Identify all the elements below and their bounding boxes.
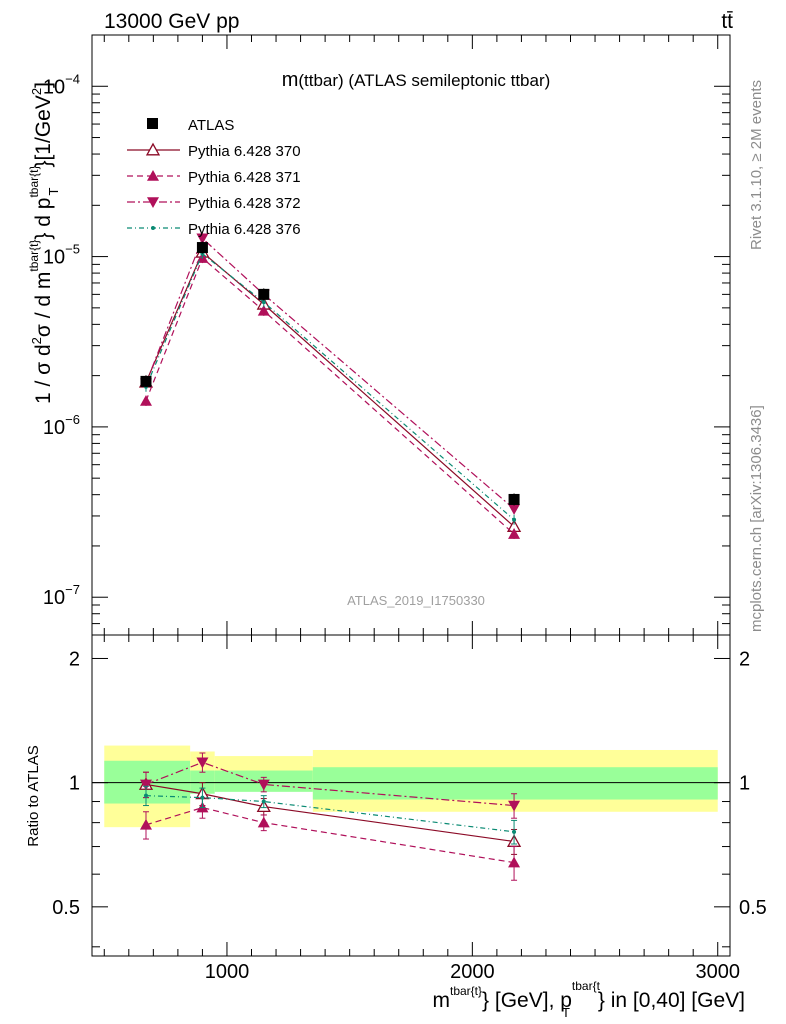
ratio-tick-label: 2 [69,648,80,670]
main-axes: 10−7 10−6 10−5 10−4 [43,34,730,636]
ratio-tick-label-right: 0.5 [739,897,767,919]
ratio-uncertainty-bands [104,745,718,828]
x-axis-label: mtbar{t}} [GeV], ptbar{t T} in [0,40] [Ge… [433,979,746,1020]
series-marker [508,528,521,539]
ratio-tick-label-right: 1 [739,773,750,795]
ratio-marker [508,856,521,868]
legend-atlas-marker [147,118,158,129]
x-tick-label: 1000 [205,961,250,983]
series-marker [196,233,209,245]
series-marker [508,504,521,515]
legend-atlas-label: ATLAS [188,117,234,134]
x-tick-label: 3000 [695,961,740,983]
legend-marker [145,142,161,156]
series-marker [139,394,152,406]
ratio-marker [200,795,205,800]
ratio-marker [139,779,152,791]
y-tick-label: 10−5 [43,242,80,269]
x-tick-label: 2000 [450,961,495,983]
ratio-tick-label-right: 2 [739,648,750,670]
legend-label: Pythia 6.428 372 [188,195,301,212]
ratio-axes: 1000 2000 3000 0.5 0.5 1 1 2 2 [52,635,767,983]
series-marker [512,517,517,522]
ratio-marker [508,800,521,812]
series-line [145,252,515,521]
series-marker [261,300,266,305]
atlas-point [140,375,152,387]
legend-label: Pythia 6.428 371 [188,169,301,186]
header-left: 13000 GeV pp [104,10,239,33]
analysis-label: ATLAS_2019_I1750330 [347,593,485,608]
ratio-line [145,795,515,833]
ratio-marker [257,816,270,828]
legend-marker [147,197,159,208]
ratio-line [145,806,515,864]
ratio-tick-label: 1 [69,773,80,795]
atlas-point [508,493,520,505]
ratio-marker [139,818,152,830]
ratio-series [138,752,522,881]
y-tick-label: 10−6 [43,412,80,439]
ratio-y-label: Ratio to ATLAS [25,745,42,846]
series-line [145,257,515,535]
series-line [145,251,515,527]
ratio-marker [512,829,517,834]
legend-label: Pythia 6.428 376 [188,221,301,238]
ratio-frame [91,634,731,957]
plot-title: m(ttbar) (ATLAS semileptonic ttbar) [282,69,551,91]
stat-uncertainty-band [312,767,718,800]
legend-marker [151,226,155,230]
series-marker [257,304,270,316]
y-tick-label: 10−7 [43,582,80,609]
ratio-marker [257,779,270,791]
main-series [138,233,522,540]
legend-label: Pythia 6.428 370 [188,143,301,160]
atlas-point [258,288,270,300]
legend: ATLAS Pythia 6.428 370 Pythia 6.428 371 Py… [127,117,301,238]
ratio-marker [261,799,266,804]
series-line [145,237,515,510]
header-right: tt̄ [721,10,733,33]
atlas-data-points [140,241,520,506]
ratio-marker [143,793,148,798]
ratio-line [145,761,515,807]
mcplots-label: mcplots.cern.ch [arXiv:1306.3436] [748,405,765,632]
rivet-label: Rivet 3.1.10, ≥ 2M events [748,80,765,250]
stat-uncertainty-band [190,770,215,794]
atlas-point [196,242,208,254]
y-tick-label: 10−4 [43,71,80,98]
legend-marker [147,170,159,181]
ratio-marker [196,757,209,769]
y-axis-label: 1 / σ d2σ / d mtbar{t}} d ptbar{t} T}[1/G… [27,82,61,404]
ratio-tick-label: 0.5 [52,897,80,919]
